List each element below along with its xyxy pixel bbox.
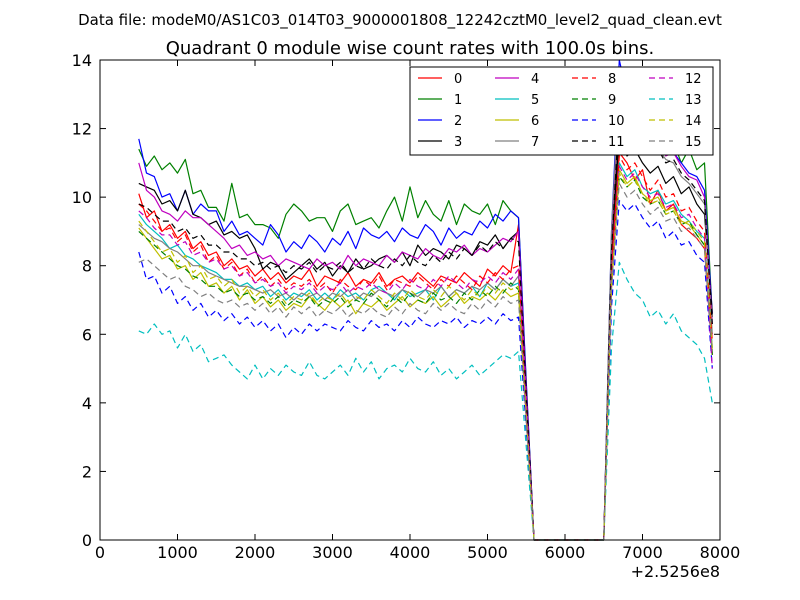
y-tick-label: 10	[72, 188, 92, 207]
legend-label-14: 14	[685, 114, 702, 129]
series-line-15	[138, 182, 713, 541]
legend-label-4: 4	[531, 72, 539, 87]
legend-label-8: 8	[608, 72, 616, 87]
y-tick-label: 0	[82, 531, 92, 550]
x-offset-label: +2.5256e8	[631, 562, 720, 581]
x-tick-label: 1000	[157, 543, 198, 562]
y-tick-label: 8	[82, 257, 92, 276]
y-tick-label: 2	[82, 462, 92, 481]
plot-area: 0 1000 2000 3000 4000 5000 6000 7000 80000246810…	[72, 51, 741, 562]
x-tick-label: 7000	[622, 543, 663, 562]
legend-label-6: 6	[531, 114, 539, 129]
series-layer	[138, 59, 713, 541]
series-line-14	[138, 172, 713, 541]
legend-label-0: 0	[454, 72, 462, 87]
x-tick-label: 2000	[235, 543, 276, 562]
series-line-10	[138, 200, 713, 541]
y-tick-label: 4	[82, 394, 92, 413]
series-line-13	[138, 261, 713, 541]
legend-label-13: 13	[685, 93, 702, 108]
legend-label-10: 10	[608, 114, 625, 129]
tick-layer: 0 1000 2000 3000 4000 5000 6000 7000 80000246810…	[72, 51, 741, 562]
legend-label-5: 5	[531, 93, 539, 108]
x-tick-label: 4000	[390, 543, 431, 562]
y-tick-label: 6	[82, 325, 92, 344]
legend-label-1: 1	[454, 93, 462, 108]
legend-label-2: 2	[454, 114, 462, 129]
series-line-11	[138, 107, 713, 541]
x-tick-label: 0	[95, 543, 105, 562]
legend-label-9: 9	[608, 93, 616, 108]
x-tick-label: 3000	[312, 543, 353, 562]
chart-title: Quadrant 0 module wise count rates with …	[166, 38, 655, 59]
series-line-8	[138, 155, 713, 541]
y-tick-label: 12	[72, 120, 92, 139]
chart-suptitle: Data file: modeM0/AS1C03_014T03_90000018…	[78, 11, 722, 30]
y-tick-label: 14	[72, 51, 92, 70]
legend-label-7: 7	[531, 135, 539, 150]
legend-label-3: 3	[454, 135, 462, 150]
legend-label-11: 11	[608, 135, 625, 150]
series-line-3	[138, 134, 713, 541]
x-tick-label: 8000	[700, 543, 741, 562]
x-tick-label: 5000	[467, 543, 508, 562]
legend-label-15: 15	[685, 135, 702, 150]
x-tick-label: 6000	[545, 543, 586, 562]
legend-frame	[409, 66, 714, 156]
legend-label-12: 12	[685, 72, 702, 87]
